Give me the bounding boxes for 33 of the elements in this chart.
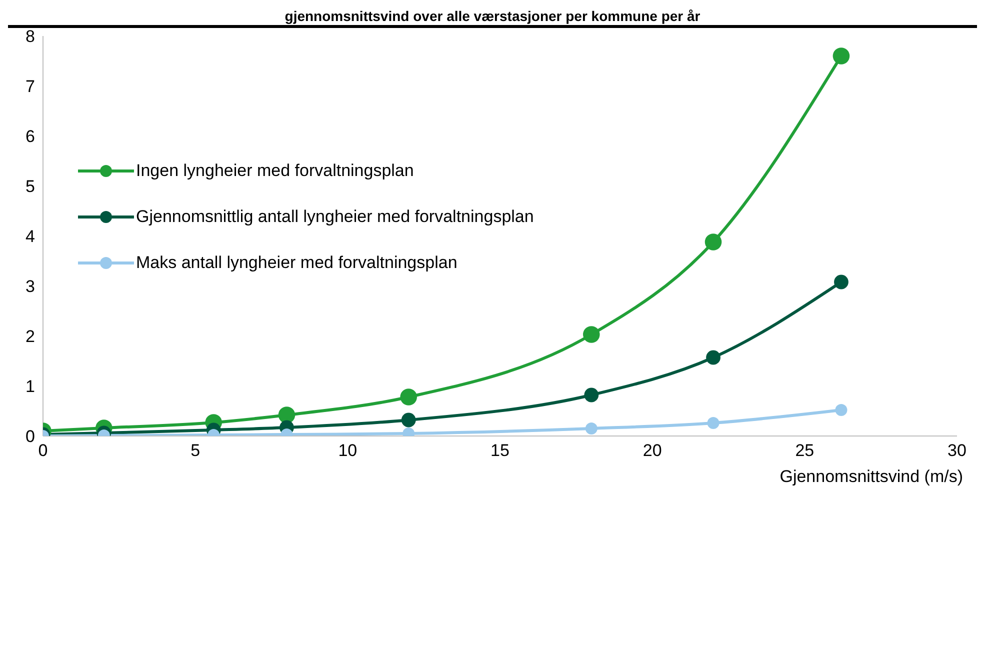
y-tick-label: 2: [26, 327, 35, 346]
y-tick-label: 4: [26, 227, 35, 246]
point: [835, 404, 848, 416]
chart-title: gjennomsnittsvind over alle værstasjoner per kommune per år: [284, 8, 702, 25]
y-tick-label: 0: [26, 427, 35, 446]
legend-label: Gjennomsnittlig antall lyngheier med forvaltningsplan: [136, 207, 534, 227]
point: [704, 234, 722, 250]
y-tick-label: 1: [26, 377, 35, 396]
point: [400, 388, 417, 406]
y-tick-label: 5: [26, 177, 35, 196]
x-tick-label: 0: [38, 441, 48, 460]
x-tick-label: 30: [948, 441, 966, 460]
x-axis-title: Gjennomsnittsvind (m/s): [780, 467, 963, 486]
x-tick-label: 20: [642, 441, 662, 460]
point: [585, 422, 598, 434]
point: [583, 326, 600, 343]
x-tick-label: 10: [338, 441, 358, 460]
legend-label: Ingen lyngheier med forvaltningsplan: [136, 161, 414, 181]
point: [278, 406, 296, 424]
y-tick-label: 8: [26, 27, 35, 46]
y-tick-label: 7: [26, 77, 35, 96]
legend-label: Maks antall lyngheier med forvaltningsplan: [136, 253, 458, 273]
point: [832, 48, 850, 64]
x-tick-label: 15: [490, 441, 510, 460]
y-tick-label: 3: [26, 277, 35, 296]
x-tick-label: 5: [190, 441, 200, 460]
point: [584, 388, 599, 402]
point: [706, 350, 720, 365]
y-tick-label: 6: [26, 127, 35, 146]
point: [401, 412, 416, 428]
point: [707, 417, 720, 429]
point: [834, 274, 848, 290]
x-tick-label: 25: [795, 441, 814, 460]
